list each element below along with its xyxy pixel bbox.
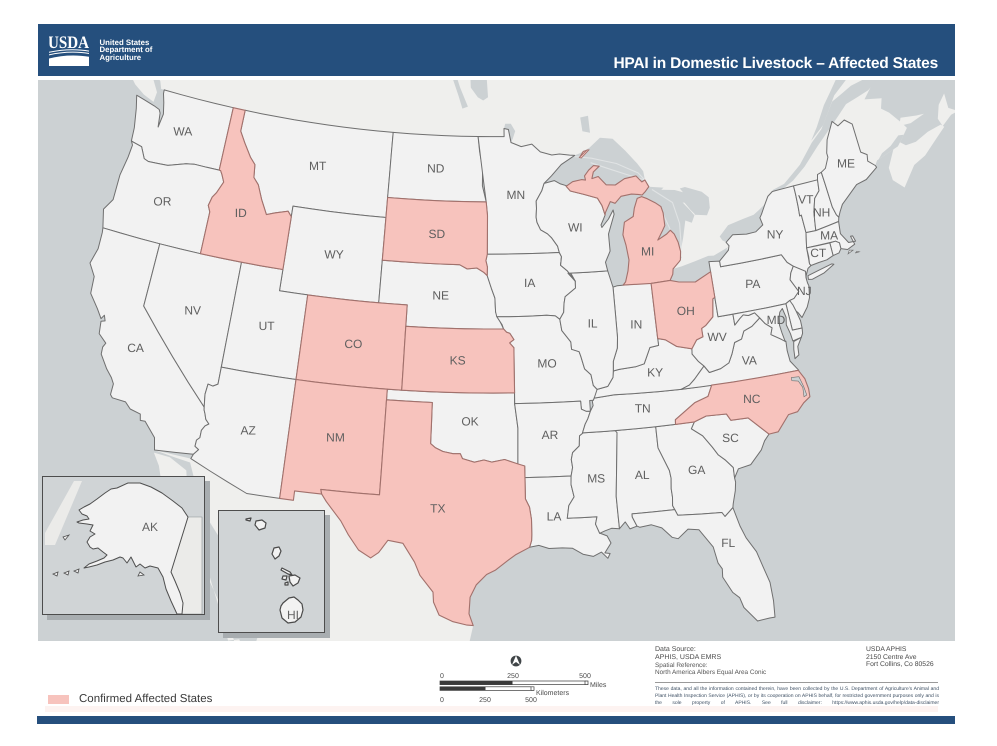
svg-text:GA: GA	[688, 463, 705, 477]
svg-text:NH: NH	[813, 206, 830, 220]
svg-text:NJ: NJ	[797, 284, 812, 298]
svg-text:CO: CO	[344, 337, 362, 351]
svg-text:0: 0	[440, 673, 444, 680]
svg-text:IA: IA	[524, 276, 535, 290]
svg-text:250: 250	[507, 673, 519, 680]
svg-text:MD: MD	[767, 313, 786, 327]
svg-text:FL: FL	[721, 536, 735, 550]
svg-text:MI: MI	[641, 244, 654, 258]
svg-text:250: 250	[479, 697, 491, 704]
svg-text:AR: AR	[542, 428, 559, 442]
svg-text:MO: MO	[537, 356, 556, 370]
svg-text:MS: MS	[587, 472, 605, 486]
svg-text:TN: TN	[635, 401, 651, 415]
svg-text:HI: HI	[287, 608, 299, 622]
svg-text:NY: NY	[767, 227, 784, 241]
svg-text:NC: NC	[743, 392, 761, 406]
svg-text:IL: IL	[588, 317, 598, 331]
svg-text:CT: CT	[810, 246, 827, 260]
svg-text:AK: AK	[142, 520, 158, 534]
svg-text:OH: OH	[677, 304, 695, 318]
svg-text:500: 500	[579, 673, 591, 680]
svg-text:VA: VA	[742, 353, 757, 367]
svg-text:OK: OK	[461, 415, 478, 429]
svg-text:UT: UT	[259, 319, 276, 333]
svg-text:NM: NM	[326, 431, 345, 445]
svg-text:TX: TX	[430, 501, 445, 515]
svg-text:SD: SD	[428, 227, 445, 241]
svg-text:ND: ND	[427, 162, 445, 176]
svg-text:MN: MN	[506, 188, 525, 202]
svg-text:VT: VT	[798, 193, 814, 207]
svg-text:ME: ME	[837, 157, 855, 171]
svg-text:PA: PA	[745, 277, 760, 291]
svg-text:WI: WI	[568, 220, 583, 234]
svg-text:AL: AL	[635, 468, 650, 482]
svg-text:WA: WA	[173, 124, 192, 138]
svg-text:NE: NE	[432, 289, 449, 303]
svg-text:OR: OR	[153, 195, 171, 209]
svg-text:KS: KS	[450, 354, 466, 368]
svg-text:AZ: AZ	[241, 423, 256, 437]
svg-text:MT: MT	[309, 159, 327, 173]
svg-text:500: 500	[525, 697, 537, 704]
svg-text:IN: IN	[630, 318, 642, 332]
svg-text:MA: MA	[820, 228, 838, 242]
svg-text:Miles: Miles	[590, 681, 607, 689]
svg-text:KY: KY	[647, 366, 663, 380]
svg-text:ID: ID	[235, 206, 247, 220]
svg-text:WY: WY	[324, 247, 343, 261]
svg-text:0: 0	[440, 697, 444, 704]
svg-text:USDA: USDA	[49, 35, 89, 52]
svg-text:CA: CA	[127, 341, 144, 355]
svg-text:SC: SC	[722, 431, 739, 445]
svg-text:LA: LA	[547, 510, 562, 524]
svg-text:Kilometers: Kilometers	[536, 689, 570, 697]
svg-text:NV: NV	[184, 303, 201, 317]
svg-text:WV: WV	[707, 330, 726, 344]
